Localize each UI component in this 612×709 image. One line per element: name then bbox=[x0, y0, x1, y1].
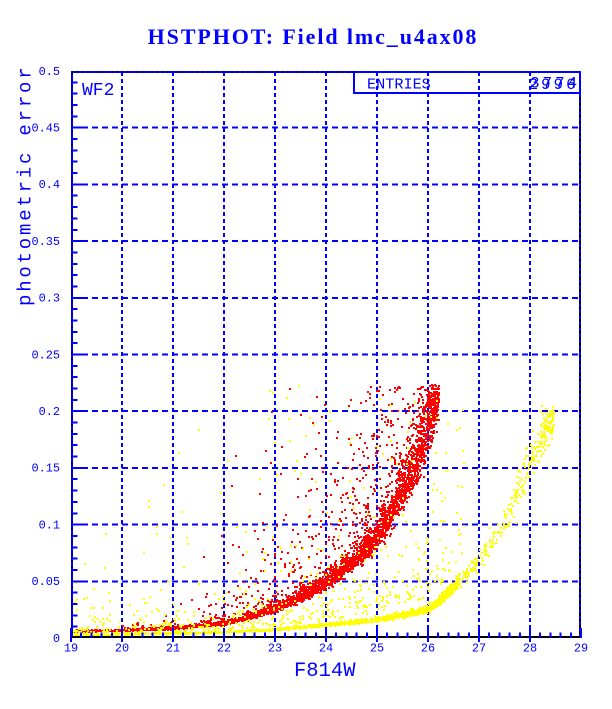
svg-text:ENTRIES: ENTRIES bbox=[367, 75, 431, 93]
svg-text:26: 26 bbox=[421, 642, 435, 656]
svg-text:0.5: 0.5 bbox=[39, 65, 60, 79]
svg-text:28: 28 bbox=[523, 642, 537, 656]
svg-text:0.35: 0.35 bbox=[31, 235, 60, 249]
svg-text:29: 29 bbox=[574, 642, 588, 656]
svg-text:0.4: 0.4 bbox=[39, 178, 60, 192]
svg-text:0.45: 0.45 bbox=[31, 122, 60, 136]
svg-text:19: 19 bbox=[64, 642, 78, 656]
svg-text:0.1: 0.1 bbox=[39, 518, 60, 532]
svg-text:25: 25 bbox=[370, 642, 384, 656]
svg-text:21: 21 bbox=[166, 642, 180, 656]
svg-text:3774: 3774 bbox=[530, 75, 580, 93]
svg-text:F814W: F814W bbox=[294, 660, 356, 683]
svg-text:2996: 2996 bbox=[529, 76, 579, 94]
svg-text:photometric error: photometric error bbox=[15, 65, 37, 306]
svg-text:20: 20 bbox=[115, 642, 129, 656]
svg-text:24: 24 bbox=[319, 642, 333, 656]
svg-text:0.15: 0.15 bbox=[31, 462, 60, 476]
svg-text:0: 0 bbox=[53, 632, 60, 646]
svg-text:23: 23 bbox=[268, 642, 282, 656]
svg-text:0.05: 0.05 bbox=[31, 575, 60, 589]
svg-text:0.3: 0.3 bbox=[39, 292, 60, 306]
svg-text:WF2: WF2 bbox=[82, 81, 114, 101]
svg-text:0.2: 0.2 bbox=[39, 405, 60, 419]
svg-text:0.25: 0.25 bbox=[31, 348, 60, 362]
svg-text:27: 27 bbox=[472, 642, 486, 656]
svg-text:22: 22 bbox=[217, 642, 231, 656]
